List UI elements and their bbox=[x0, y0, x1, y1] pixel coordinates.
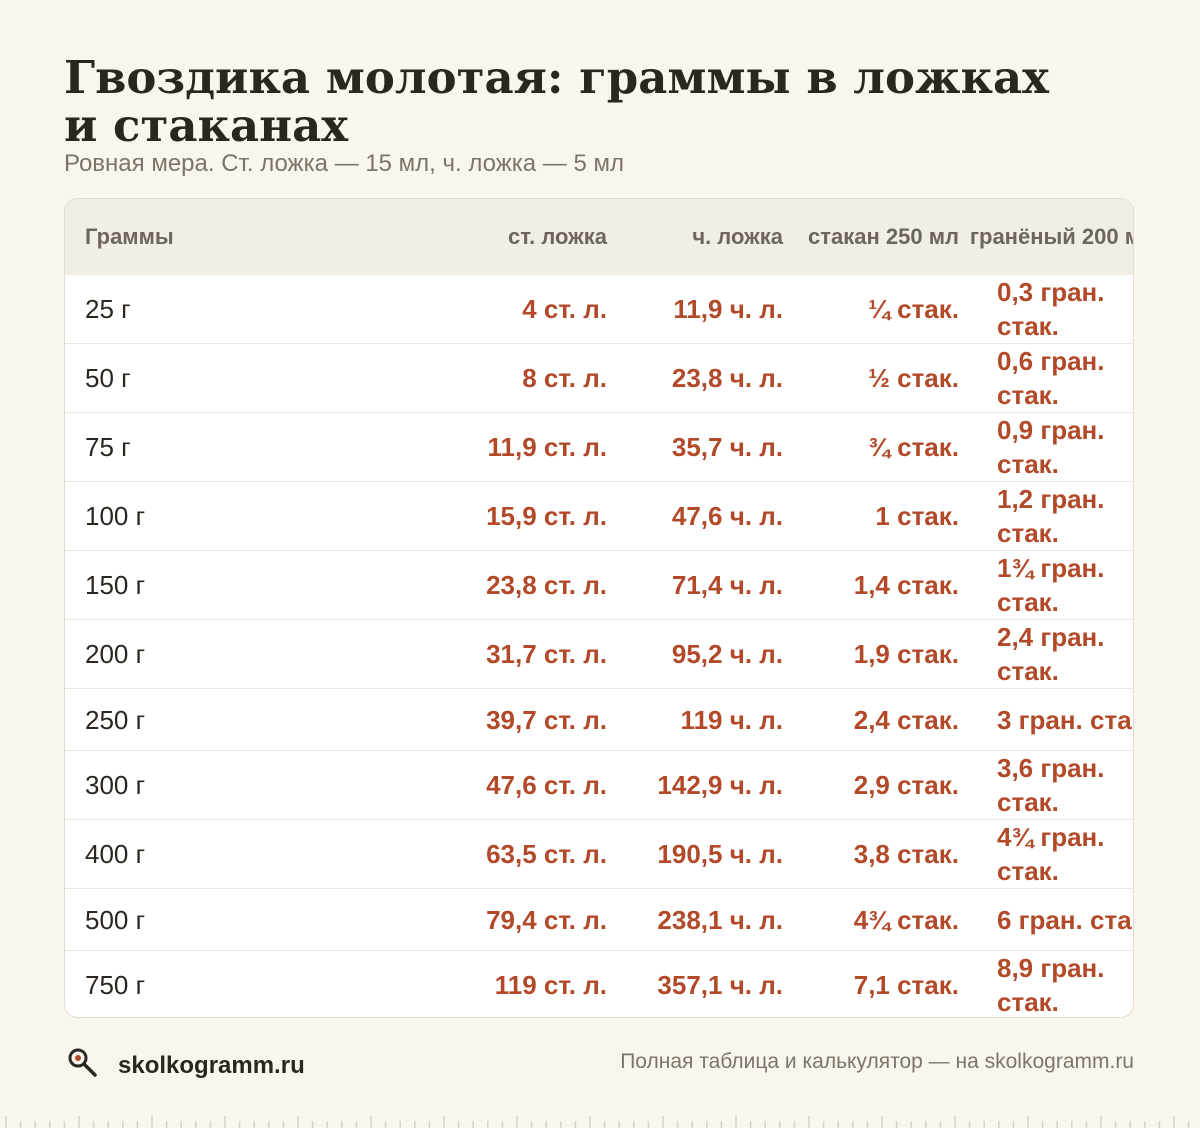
cell-teaspoon: 11,9 ч. л. bbox=[673, 294, 783, 324]
cell-tablespoon-value: 8 ст. л. bbox=[522, 363, 607, 393]
cell-cup-250: 4¾ стак. bbox=[853, 904, 959, 935]
cell-faceted-glass: 0,9 гран. стак. bbox=[997, 415, 1105, 479]
cell-grams: 500 г bbox=[85, 904, 146, 935]
cell-faceted-glass: 4¾ гран. стак. bbox=[997, 822, 1105, 886]
cell-cup-250: ½ стак. bbox=[868, 363, 959, 393]
table-row: 50 г 8 ст. л. 23,8 ч. л. ½ стак. 0,6 гран. с… bbox=[65, 343, 1133, 413]
cell-cup-250: 1,4 стак. bbox=[853, 570, 959, 600]
cell-teaspoon: 357,1 ч. л. bbox=[657, 970, 783, 1000]
header-tablespoon: ст. ложка bbox=[508, 224, 607, 249]
cell-tablespoon-value: 79,4 ст. л. bbox=[486, 904, 607, 935]
cell-tablespoon: 11,9 ст. л. bbox=[405, 413, 608, 482]
page-title: Гвоздика молотая: граммы в ложках и стак… bbox=[64, 51, 1049, 152]
cell-tablespoon: 4 ст. л. bbox=[405, 275, 607, 344]
header-cup-250-label: стакан 250 мл bbox=[808, 224, 959, 249]
cell-tablespoon: 39,7 ст. л. bbox=[405, 689, 607, 751]
cell-teaspoon: 238,1 ч. л. bbox=[657, 904, 783, 935]
cell-tablespoon: 63,5 ст. л. bbox=[405, 820, 607, 889]
cell-teaspoon: 71,4 ч. л. bbox=[671, 570, 783, 600]
cell-teaspoon: 95,2 ч. л. bbox=[671, 639, 783, 669]
table-row: 100 г 15,9 ст. л. 47,6 ч. л. 1 стак. 1,2 гра… bbox=[65, 481, 1133, 551]
header-faceted-glass-label: гранёный 200 мл bbox=[969, 224, 1133, 249]
table-row: 25 г 4 ст. л. 11,9 ч. л. ¼ стак. 0,3 гран. с… bbox=[65, 275, 1133, 344]
cell-faceted-glass: 0,3 гран. стак. bbox=[997, 277, 1105, 341]
cell-faceted-glass: 2,4 гран. стак. bbox=[997, 622, 1105, 686]
table-row: 750 г 119 ст. л. 357,1 ч. л. 7,1 стак. 8,9 г… bbox=[65, 950, 1133, 1018]
cell-cup-250: 2,9 стак. bbox=[853, 770, 959, 800]
header-cup-250: стакан 250 мл bbox=[783, 199, 959, 275]
ruler-decoration bbox=[5, 1116, 1190, 1128]
cell-teaspoon: 35,7 ч. л. bbox=[671, 432, 783, 462]
cell-teaspoon: 142,9 ч. л. bbox=[657, 770, 783, 800]
cell-tablespoon: 79,4 ст. л. bbox=[405, 889, 607, 951]
conversion-table-card: Граммы ст. ложка ч. ложка стакан 250 мл … bbox=[64, 198, 1134, 1018]
cell-cup-250: ¼ стак. bbox=[868, 294, 959, 324]
cell-cup-250: 1 стак. bbox=[875, 501, 959, 531]
cell-grams: 750 г bbox=[85, 970, 146, 1000]
cell-faceted-glass: 1¾ гран. стак. bbox=[997, 553, 1105, 617]
table-row: 300 г 47,6 ст. л. 142,9 ч. л. 2,9 стак. 3,6 … bbox=[65, 750, 1133, 820]
table-row: 75 г 11,9 ст. л. 35,7 ч. л. ¾ стак. 0,9 гран… bbox=[65, 412, 1133, 482]
header-faceted-glass-200: гранёный 200 мл bbox=[959, 199, 1133, 275]
cell-tablespoon: 23,8 ст. л. bbox=[405, 551, 607, 620]
table-row: 200 г 31,7 ст. л. 95,2 ч. л. 1,9 стак. 2,4 г… bbox=[65, 619, 1133, 689]
cell-tablespoon-value: 119 ст. л. bbox=[494, 970, 607, 1000]
cell-grams: 50 г bbox=[85, 363, 131, 393]
footer-brand[interactable]: skolkogramm.ru bbox=[66, 1046, 305, 1085]
cell-tablespoon: 31,7 ст. л. bbox=[405, 620, 607, 689]
cell-grams: 400 г bbox=[85, 839, 146, 869]
cell-grams: 150 г bbox=[85, 570, 146, 600]
table-row: 400 г 63,5 ст. л. 190,5 ч. л. 3,8 стак. 4¾ г… bbox=[65, 819, 1133, 889]
cell-tablespoon-value: 11,9 ст. л. bbox=[487, 432, 608, 462]
brand-name: skolkogramm.ru bbox=[118, 1051, 305, 1079]
cell-cup-250: 1,9 стак. bbox=[853, 639, 959, 669]
cell-tablespoon-value: 47,6 ст. л. bbox=[486, 770, 607, 800]
cell-grams: 100 г bbox=[85, 501, 146, 531]
cell-faceted-glass: 0,6 гран. стак. bbox=[997, 346, 1105, 410]
cell-cup-250: 2,4 стак. bbox=[853, 704, 959, 735]
cell-teaspoon: 119 ч. л. bbox=[680, 704, 783, 735]
cell-teaspoon: 23,8 ч. л. bbox=[671, 363, 783, 393]
cell-tablespoon: 47,6 ст. л. bbox=[405, 751, 607, 820]
header-teaspoon: ч. ложка bbox=[692, 224, 783, 249]
cell-tablespoon-value: 23,8 ст. л. bbox=[486, 570, 607, 600]
conversion-table: Граммы ст. ложка ч. ложка стакан 250 мл … bbox=[65, 199, 1133, 1018]
cell-tablespoon-value: 31,7 ст. л. bbox=[486, 639, 607, 669]
cell-tablespoon: 119 ст. л. bbox=[405, 951, 607, 1018]
cell-cup-250: 3,8 стак. bbox=[853, 839, 959, 869]
cell-grams: 25 г bbox=[85, 294, 131, 324]
cell-tablespoon: 15,9 ст. л. bbox=[405, 482, 607, 551]
cell-grams: 75 г bbox=[85, 432, 131, 462]
cell-teaspoon: 47,6 ч. л. bbox=[671, 501, 783, 531]
magnifier-icon bbox=[66, 1046, 100, 1085]
footer-note: Полная таблица и калькулятор — на skolko… bbox=[620, 1050, 1134, 1073]
cell-tablespoon-value: 15,9 ст. л. bbox=[486, 501, 607, 531]
page-subtitle: Ровная мера. Ст. ложка — 15 мл, ч. ложка… bbox=[64, 150, 624, 177]
cell-cup-250: 7,1 стак. bbox=[853, 970, 959, 1000]
cell-faceted-glass: 8,9 гран. стак. bbox=[997, 953, 1105, 1017]
cell-tablespoon-value: 63,5 ст. л. bbox=[486, 839, 607, 869]
cell-tablespoon-value: 4 ст. л. bbox=[522, 294, 607, 324]
cell-tablespoon: 8 ст. л. bbox=[405, 344, 607, 413]
table-header-row: Граммы ст. ложка ч. ложка стакан 250 мл … bbox=[65, 199, 1133, 275]
header-grams: Граммы bbox=[85, 224, 174, 249]
cell-cup-250: ¾ стак. bbox=[868, 432, 959, 462]
cell-faceted-glass: 3 гран. стак. bbox=[997, 704, 1133, 735]
cell-teaspoon: 190,5 ч. л. bbox=[657, 839, 783, 869]
cell-grams: 300 г bbox=[85, 770, 146, 800]
cell-faceted-glass: 1,2 гран. стак. bbox=[997, 484, 1105, 548]
cell-faceted-glass: 6 гран. стак. bbox=[997, 904, 1133, 935]
cell-grams: 250 г bbox=[85, 704, 146, 735]
table-row: 150 г 23,8 ст. л. 71,4 ч. л. 1,4 стак. 1¾ гр… bbox=[65, 550, 1133, 620]
table-row: 500 г 79,4 ст. л. 238,1 ч. л. 4¾ стак. 6 гра… bbox=[65, 888, 1133, 951]
table-row: 250 г 39,7 ст. л. 119 ч. л. 2,4 стак. 3 гран… bbox=[65, 688, 1133, 751]
cell-tablespoon-value: 39,7 ст. л. bbox=[486, 704, 607, 735]
cell-grams: 200 г bbox=[85, 639, 146, 669]
table-body: 25 г 4 ст. л. 11,9 ч. л. ¼ стак. 0,3 гран. с… bbox=[65, 275, 1133, 1018]
cell-faceted-glass: 3,6 гран. стак. bbox=[997, 753, 1105, 817]
